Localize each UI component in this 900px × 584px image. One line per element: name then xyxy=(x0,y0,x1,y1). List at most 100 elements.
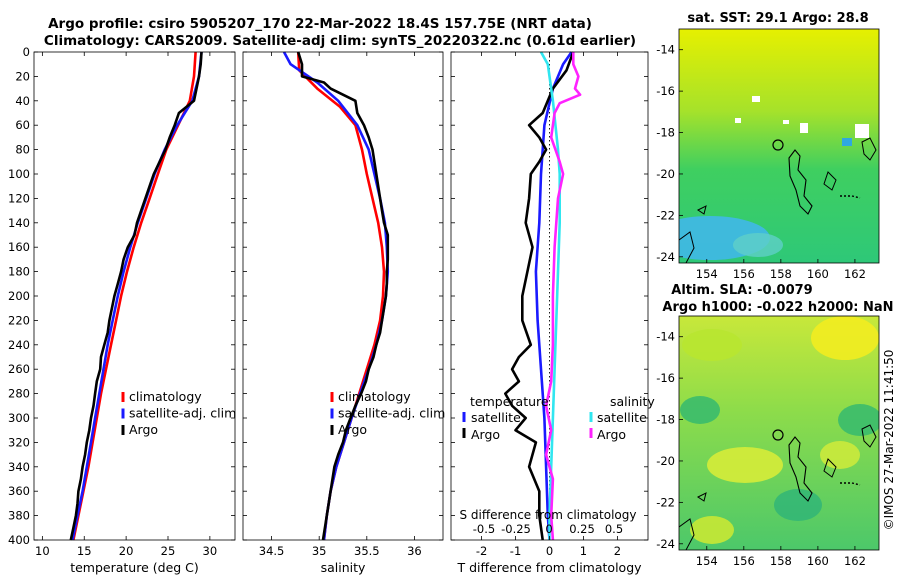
header-line1: Argo profile: csiro 5905207_170 22-Mar-2… xyxy=(48,16,592,32)
profile-panel-temperature: 0 20 40 60 80 100 120 140 160 180 200 220 240 260 280 3… xyxy=(8,45,236,575)
map-x-tick-label: 156 xyxy=(733,554,755,568)
y-tick-label: 300 xyxy=(8,411,30,425)
y-tick-label: 360 xyxy=(8,484,30,498)
map-y-tick-label: -22 xyxy=(656,208,675,222)
x-tick-label: 35 xyxy=(312,544,327,558)
y-tick-label: 60 xyxy=(15,118,30,132)
y-tick-label: 140 xyxy=(8,216,30,230)
legend-label: Argo xyxy=(129,422,158,437)
secondary-tick-label: 0.5 xyxy=(605,522,623,536)
secondary-tick-label: 0.25 xyxy=(569,522,595,536)
sst-map-frame xyxy=(678,28,880,264)
y-tick-label: 80 xyxy=(15,143,30,157)
series-line-climatology xyxy=(296,51,386,541)
x-tick-label: 2 xyxy=(614,544,621,558)
y-tick-label: 380 xyxy=(8,509,30,523)
plot-frame xyxy=(242,51,444,541)
sst-map-title: sat. SST: 29.1 Argo: 28.8 xyxy=(687,11,868,26)
series-line-satellite-adj-clim xyxy=(282,51,390,541)
x-tick-label: 15 xyxy=(77,544,92,558)
x-axis-label: temperature (deg C) xyxy=(70,560,199,575)
series-line-argo xyxy=(69,51,203,541)
sst-map-features xyxy=(679,96,877,263)
sla-map-features xyxy=(679,316,879,550)
y-tick-label: 200 xyxy=(8,289,30,303)
argo-position-marker xyxy=(772,429,784,441)
sla-map: 154 156 158 160 162 -14 -16 -18 -20 -22 -24 xyxy=(656,315,880,568)
sla-map-title-1: Altim. SLA: -0.0079 xyxy=(671,283,812,298)
legend-label: satellite xyxy=(597,410,647,425)
plot-frame xyxy=(33,51,236,541)
legend-title: temperature xyxy=(470,394,549,409)
x-tick-label: 25 xyxy=(161,544,176,558)
sla-high-patch xyxy=(690,516,734,544)
map-x-tick-label: 154 xyxy=(696,554,718,568)
series-line-s-argo xyxy=(544,52,582,541)
coastline xyxy=(697,492,707,502)
y-tick-label: 40 xyxy=(15,94,30,108)
map-y-tick-label: -22 xyxy=(656,495,675,509)
x-tick-label: -2 xyxy=(476,544,487,558)
coastline xyxy=(861,424,877,448)
sla-map-axes: 154 156 158 160 162 -14 -16 -18 -20 -22 -24 xyxy=(656,330,866,568)
y-tick-label: 260 xyxy=(8,362,30,376)
x-tick-label: 36 xyxy=(407,544,422,558)
x-axis-label: salinity xyxy=(321,560,366,575)
y-tick-label: 100 xyxy=(8,167,30,181)
x-tick-label: 30 xyxy=(203,544,218,558)
coastline xyxy=(788,149,813,215)
x-axis-label: T difference from climatology xyxy=(456,560,642,575)
sla-high-patch xyxy=(707,447,783,483)
map-x-tick-label: 158 xyxy=(770,267,792,281)
x-tick-label: 35.5 xyxy=(354,544,380,558)
series-line-satellite-adj-clim xyxy=(71,51,203,541)
y-tick-label: 220 xyxy=(8,313,30,327)
y-tick-label: 180 xyxy=(8,265,30,279)
series-line-argo xyxy=(296,51,390,541)
legend-label: Argo xyxy=(338,422,367,437)
sla-map-frame xyxy=(678,315,880,551)
map-y-tick-label: -16 xyxy=(656,84,675,98)
series-line-s-satellite xyxy=(539,51,562,540)
x-tick-label: 10 xyxy=(35,544,50,558)
map-y-tick-label: -14 xyxy=(656,330,675,344)
sst-missing-data xyxy=(735,118,741,123)
map-y-tick-label: -16 xyxy=(656,371,675,385)
coastline xyxy=(823,171,837,191)
sla-low-patch xyxy=(838,404,879,436)
y-tick-label: 20 xyxy=(15,69,30,83)
legend-label: climatology xyxy=(338,389,411,404)
sst-missing-data xyxy=(783,120,789,124)
coastline xyxy=(823,458,837,478)
argo-position-marker xyxy=(772,139,784,151)
coastline xyxy=(679,231,695,263)
x-tick-label: 20 xyxy=(119,544,134,558)
legend-label: satellite-adj. clim xyxy=(338,406,445,421)
series-line-t-argo xyxy=(503,51,575,541)
sst-missing-data xyxy=(752,96,760,102)
secondary-axis-label: S difference from climatology xyxy=(460,508,637,522)
x-tick-label: 1 xyxy=(580,544,587,558)
profile-panel-differences: -2 -1 0 1 2 T difference from climatology temp… xyxy=(450,51,655,575)
legend-label: Argo xyxy=(597,427,626,442)
sst-cool-patch xyxy=(733,233,783,257)
coastline xyxy=(840,482,861,486)
legend-label: satellite-adj. clim xyxy=(129,406,236,421)
x-tick-label: 0 xyxy=(546,544,553,558)
y-tick-label: 280 xyxy=(8,387,30,401)
y-tick-label: 160 xyxy=(8,240,30,254)
sla-high-patch xyxy=(682,329,742,361)
secondary-tick-label: -0.25 xyxy=(501,522,531,536)
legend-label: Argo xyxy=(471,427,500,442)
legend-label: satellite xyxy=(471,410,521,425)
y-tick-label: 320 xyxy=(8,435,30,449)
profile-panel-salinity: 34.5 35 35.5 36 salinity climatology satellite… xyxy=(242,51,445,575)
header-line2: Climatology: CARS2009. Satellite-adj cli… xyxy=(44,33,636,49)
sla-map-title-2: Argo h1000: -0.022 h2000: NaN xyxy=(662,300,893,315)
coastline xyxy=(840,195,861,199)
map-y-tick-label: -20 xyxy=(656,167,675,181)
x-tick-label: 34.5 xyxy=(259,544,285,558)
sst-missing-data xyxy=(842,138,852,146)
legend-title: salinity xyxy=(610,394,655,409)
map-x-tick-label: 162 xyxy=(844,267,866,281)
